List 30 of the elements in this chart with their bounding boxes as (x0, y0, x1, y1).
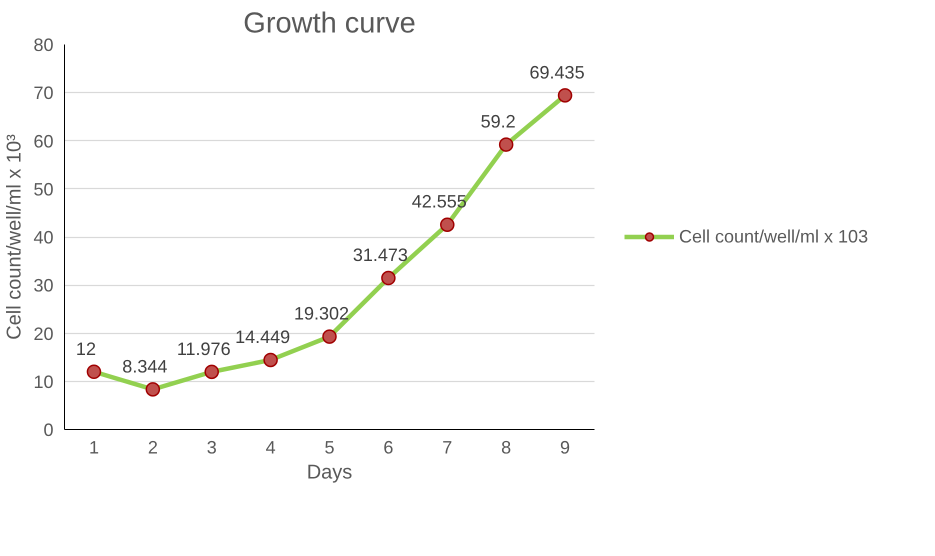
y-tick-label: 60 (33, 131, 54, 152)
y-tick-label: 30 (33, 276, 54, 296)
x-axis-title: Days (306, 462, 352, 484)
x-tick-label: 9 (560, 438, 570, 458)
data-label: 8.344 (122, 356, 168, 376)
x-tick-label: 1 (88, 438, 99, 458)
x-tick-label: 7 (442, 438, 452, 458)
x-tick-label: 2 (148, 438, 158, 458)
data-label: 59.2 (480, 112, 516, 132)
x-tick-label: 6 (383, 438, 394, 458)
data-label: 12 (76, 338, 96, 359)
data-label: 11.976 (176, 338, 231, 359)
x-tick-label: 3 (206, 438, 217, 458)
data-label: 31.473 (352, 245, 408, 266)
chart-title: Growth curve (243, 8, 416, 40)
x-tick-label: 5 (324, 438, 335, 458)
data-label: 19.302 (294, 304, 350, 324)
data-label: 69.435 (530, 62, 585, 82)
x-tick-label: 8 (501, 438, 512, 458)
y-tick-label: 70 (33, 83, 54, 104)
legend-label: Cell count/well/ml x 103 (679, 226, 868, 247)
y-tick-label: 50 (33, 179, 54, 200)
y-axis-title: Cell count/well/ml x 10³ (3, 134, 26, 340)
y-tick-label: 0 (43, 420, 54, 440)
x-tick-label: 4 (266, 438, 276, 458)
y-tick-label: 40 (33, 228, 54, 248)
y-tick-label: 80 (33, 35, 54, 55)
data-label: 14.449 (235, 326, 290, 347)
y-tick-label: 20 (33, 324, 54, 344)
y-tick-label: 10 (33, 372, 54, 392)
